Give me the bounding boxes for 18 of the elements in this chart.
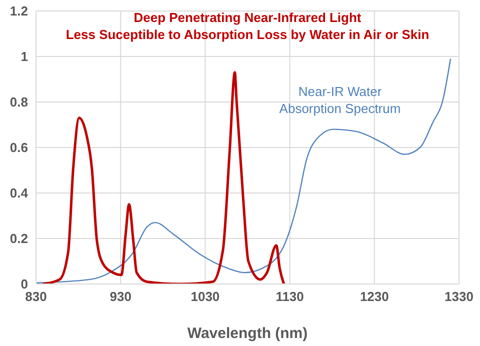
- x-tick-label: 1130: [276, 289, 304, 304]
- x-tick-label: 930: [110, 289, 132, 304]
- y-tick-label: 0.2: [10, 231, 28, 246]
- x-tick-label: 830: [25, 289, 47, 304]
- y-tick-label: 0.6: [10, 140, 28, 156]
- x-tick-label: 1030: [190, 289, 220, 304]
- y-tick-label: 0.4: [10, 186, 29, 201]
- x-tick-label: 1330: [444, 289, 474, 304]
- y-tick-label: 0.8: [10, 94, 28, 110]
- x-axis-title: Wavelength (nm): [187, 325, 308, 342]
- text: Near-IR Water Absorption Spectrum: [278, 83, 402, 117]
- text: Less Suceptible to Absorption Loss by Water in Air or Skin: [64, 26, 430, 43]
- y-tick-label: 0: [20, 276, 28, 292]
- chart-title: Deep Penetrating Near-Infrared Light: [132, 9, 362, 26]
- y-tick-label: 1.2: [10, 4, 28, 19]
- x-tick-label: 1230: [360, 289, 389, 304]
- line-series: [36, 58, 452, 284]
- y-tick-label: 1: [20, 49, 28, 64]
